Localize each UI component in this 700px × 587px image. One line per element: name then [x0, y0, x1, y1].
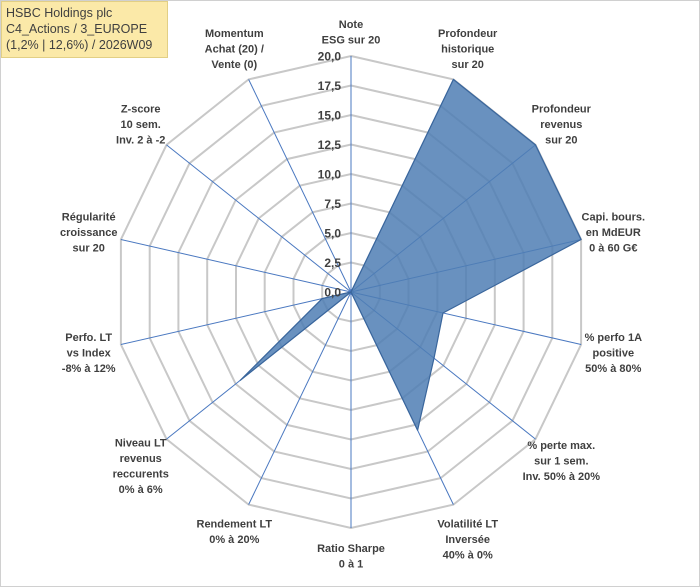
axis-label-line: Inv. 2 à -2	[116, 134, 165, 146]
axis-label-line: Inv. 50% à 20%	[523, 471, 601, 483]
tick-label: 10,0	[318, 168, 342, 182]
axis-label-line: Rendement LT	[197, 519, 273, 531]
axis-label-line: 0 à 60 G€	[589, 243, 637, 255]
axis-spoke	[248, 291, 352, 505]
axis-label-line: Vente (0)	[211, 59, 257, 71]
axis-label-line: 40% à 0%	[443, 550, 493, 562]
axis-label: Volatilité LT Inversée 40% à 0%	[437, 519, 498, 562]
axis-label-line: % perfo 1A	[585, 332, 643, 344]
radar-axis-labels: Note ESG sur 20 Profondeur historique sur 20…	[60, 19, 645, 571]
axis-label-line: Volatilité LT	[437, 519, 498, 531]
axis-label: Z-score 10 sem. Inv. 2 à -2	[116, 103, 165, 146]
axis-label: Profondeur revenus sur 20	[532, 103, 592, 146]
axis-label-line: historique	[441, 44, 494, 56]
tick-label: 15,0	[318, 109, 342, 123]
axis-label-line: vs Index	[67, 347, 112, 359]
tick-label: 5,0	[324, 227, 341, 241]
radar-tick-labels: 0,0 2,5 5,0 7,5 10,0 12,5 15,0 17,5 20,0	[318, 50, 342, 300]
radar-series	[239, 78, 582, 431]
axis-label-line: reccurents	[113, 468, 169, 480]
axis-label-line: sur 20	[72, 243, 104, 255]
axis-label-line: -8% à 12%	[62, 363, 116, 375]
axis-label-line: en MdEUR	[586, 227, 641, 239]
axis-label: Profondeur historique sur 20	[438, 28, 498, 71]
axis-label-line: revenus	[120, 453, 162, 465]
axis-label-line: % perte max.	[527, 440, 595, 452]
company-name: HSBC Holdings plc	[6, 6, 113, 20]
axis-label-line: Capi. bours.	[582, 212, 646, 224]
axis-label: Capi. bours. en MdEUR 0 à 60 G€	[582, 212, 646, 255]
axis-label: Perfo. LT vs Index -8% à 12%	[62, 332, 116, 375]
axis-label-line: sur 1 sem.	[534, 456, 588, 468]
axis-label-line: 10 sem.	[121, 119, 161, 131]
tick-label: 20,0	[318, 50, 342, 64]
axis-label-line: 0 à 1	[339, 559, 363, 571]
axis-label-line: sur 20	[451, 59, 483, 71]
axis-label-line: sur 20	[545, 134, 577, 146]
axis-label-line: 50% à 80%	[585, 363, 641, 375]
axis-label-line: revenus	[540, 119, 582, 131]
axis-label-line: ESG sur 20	[322, 35, 381, 47]
axis-label: % perte max. sur 1 sem. Inv. 50% à 20%	[523, 440, 601, 483]
axis-label-line: positive	[593, 347, 635, 359]
axis-spoke	[120, 239, 352, 293]
axis-label: % perfo 1A positive 50% à 80%	[585, 332, 643, 375]
axis-label: Note ESG sur 20	[322, 19, 381, 47]
axis-label-line: Achat (20) /	[205, 44, 264, 56]
category: C4_Actions / 3_EUROPE	[6, 22, 148, 36]
axis-label: Rendement LT 0% à 20%	[197, 519, 273, 547]
axis-label-line: Perfo. LT	[65, 332, 112, 344]
axis-label-line: Profondeur	[438, 28, 498, 40]
axis-label-line: 0% à 20%	[209, 534, 259, 546]
axis-spoke	[248, 79, 352, 293]
title-box: HSBC Holdings plc C4_Actions / 3_EUROPE …	[1, 1, 168, 58]
performance-week: (1,2% | 12,6%) / 2026W09	[6, 38, 153, 52]
axis-label: Régularité croissance sur 20	[60, 212, 117, 255]
axis-label-line: Ratio Sharpe	[317, 543, 385, 555]
axis-label-line: Inversée	[445, 534, 490, 546]
tick-label: 12,5	[318, 138, 342, 152]
axis-label-line: Momentum	[205, 28, 264, 40]
axis-spoke	[120, 291, 352, 345]
axis-label: Ratio Sharpe 0 à 1	[317, 543, 385, 571]
axis-label-line: Niveau LT	[115, 437, 167, 449]
tick-label: 0,0	[324, 286, 341, 300]
axis-label-line: Régularité	[62, 212, 116, 224]
tick-label: 2,5	[324, 256, 341, 270]
axis-label-line: Note	[339, 19, 363, 31]
series-area	[239, 78, 582, 431]
axis-label-line: Z-score	[121, 103, 161, 115]
axis-label-line: Profondeur	[532, 103, 592, 115]
axis-label-line: 0% à 6%	[119, 484, 163, 496]
axis-label-line: croissance	[60, 227, 117, 239]
axis-label: Momentum Achat (20) / Vente (0)	[205, 28, 264, 71]
axis-spoke	[166, 144, 352, 293]
tick-label: 17,5	[318, 79, 342, 93]
axis-label: Niveau LT revenus reccurents 0% à 6%	[113, 437, 169, 496]
tick-label: 7,5	[324, 197, 341, 211]
